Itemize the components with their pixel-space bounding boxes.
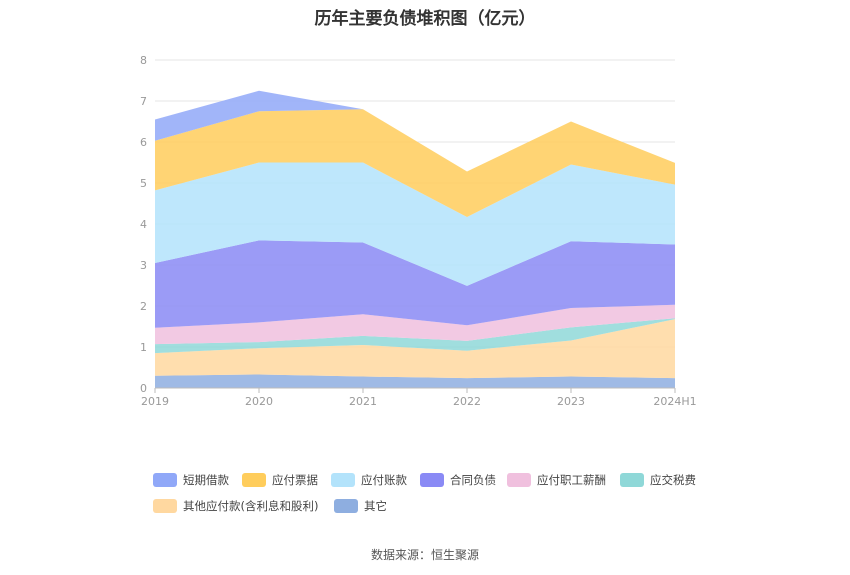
series-area	[155, 374, 675, 388]
legend-label: 其他应付款(含利息和股利)	[183, 499, 319, 513]
legend-item-short-term-loans[interactable]: 短期借款	[153, 472, 229, 488]
legend-item-notes-payable[interactable]: 应付票据	[242, 472, 318, 488]
legend-item-payroll-payable[interactable]: 应付职工薪酬	[507, 472, 606, 488]
legend-label: 应付职工薪酬	[537, 473, 606, 487]
series-area	[155, 109, 675, 218]
x-tick-label: 2019	[141, 395, 169, 408]
series-area	[155, 319, 675, 379]
x-tick-label: 2024H1	[653, 395, 696, 408]
legend-item-other-payables[interactable]: 其他应付款(含利息和股利)	[153, 498, 318, 514]
data-source: 数据来源：恒生聚源	[370, 548, 479, 562]
series-area	[155, 162, 675, 286]
series-area	[155, 318, 675, 354]
y-tick-label: 2	[140, 300, 147, 313]
y-tick-label: 7	[140, 95, 147, 108]
series-area	[155, 240, 675, 328]
y-tick-label: 1	[140, 341, 147, 354]
y-tick-label: 6	[140, 136, 147, 149]
axes: 0 1 2 3 4 5 6 7 8 2019 2020 2021 2022 2023 2024H1	[140, 54, 697, 408]
legend-swatch	[153, 499, 177, 513]
chart-title: 历年主要负债堆积图（亿元）	[314, 9, 536, 29]
legend-swatch	[153, 473, 177, 487]
y-tick-label: 3	[140, 259, 147, 272]
legend-label: 短期借款	[183, 473, 229, 487]
legend-swatch	[242, 473, 266, 487]
series-area	[155, 304, 675, 345]
legend-label: 应付账款	[361, 473, 407, 487]
x-tick-label: 2020	[245, 395, 273, 408]
y-tick-label: 4	[140, 218, 147, 231]
legend-swatch	[620, 473, 644, 487]
legend-swatch	[331, 473, 355, 487]
legend-swatch	[507, 473, 531, 487]
y-tick-label: 0	[140, 382, 147, 395]
y-tick-label: 8	[140, 54, 147, 67]
x-tick-label: 2021	[349, 395, 377, 408]
legend-label: 合同负债	[450, 473, 496, 487]
legend-swatch	[420, 473, 444, 487]
series-areas	[155, 90, 675, 388]
x-tick-label: 2023	[557, 395, 585, 408]
legend-label: 应付票据	[272, 473, 318, 487]
y-tick-label: 5	[140, 177, 147, 190]
legend-swatch	[334, 499, 358, 513]
legend-item-other[interactable]: 其它	[334, 498, 387, 514]
legend-item-accounts-payable[interactable]: 应付账款	[331, 472, 407, 488]
x-tick-label: 2022	[453, 395, 481, 408]
legend-label: 应交税费	[650, 473, 696, 487]
legend-item-taxes-payable[interactable]: 应交税费	[620, 472, 696, 488]
legend-label: 其它	[364, 499, 387, 513]
legend-item-contract-liabilities[interactable]: 合同负债	[420, 472, 496, 488]
